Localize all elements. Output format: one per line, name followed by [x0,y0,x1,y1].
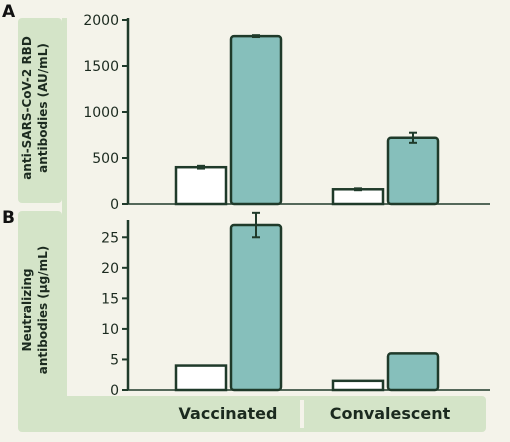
plot-area: 0 500 1000 1500 2000 0 5 10 15 20 25 [83,13,490,399]
panel-b-tick-label-0: 0 [110,383,119,399]
panel-a-bar-convalescent-filled [386,136,440,206]
panel-a-tick-label-4: 2000 [83,13,119,29]
panel-a-tick-label-0: 0 [110,197,119,213]
panel-b-tick-label-4: 20 [101,261,119,277]
panel-b-bar-vaccinated-unfilled [174,364,228,392]
panel-b-bar-convalescent-unfilled [331,379,385,392]
panel-a-bar-convalescent-unfilled [331,188,385,206]
group-label-convalescent: Convalescent [330,404,451,423]
panel-b-bar-convalescent-filled [386,352,440,392]
panel-a-label-band [18,18,62,203]
panel-b-ylabel-line1: Neutralizing [20,269,34,352]
panel-b-ylabel-line2: antibodies (µg/mL) [36,246,50,374]
panel-letter-b: B [2,208,15,228]
panel-b-tick-label-3: 15 [101,291,119,307]
left-band-edge [62,18,67,418]
panel-letter-a: A [2,2,16,22]
panel-a-tick-label-2: 1000 [83,105,119,121]
panel-b-tick-label-2: 10 [101,322,119,338]
group-band-divider [300,400,304,428]
group-label-band [18,396,486,432]
panel-b-label-band [18,211,62,417]
panel-a-tick-label-3: 1500 [83,59,119,75]
panel-a-ylabel-line2: antibodies (AU/mL) [36,43,50,173]
panel-a-bar-vaccinated-filled [229,34,283,206]
panel-a-ylabel-line1: anti-SARS-CoV-2 RBD [20,36,34,180]
panel-a-tick-label-1: 500 [92,151,119,167]
panel-b-tick-label-5: 25 [101,230,119,246]
panel-b-tick-label-1: 5 [110,352,119,368]
panel-b-bar-vaccinated-filled [229,223,283,392]
panel-a-bar-vaccinated-unfilled [174,165,228,206]
group-label-vaccinated: Vaccinated [179,404,278,423]
